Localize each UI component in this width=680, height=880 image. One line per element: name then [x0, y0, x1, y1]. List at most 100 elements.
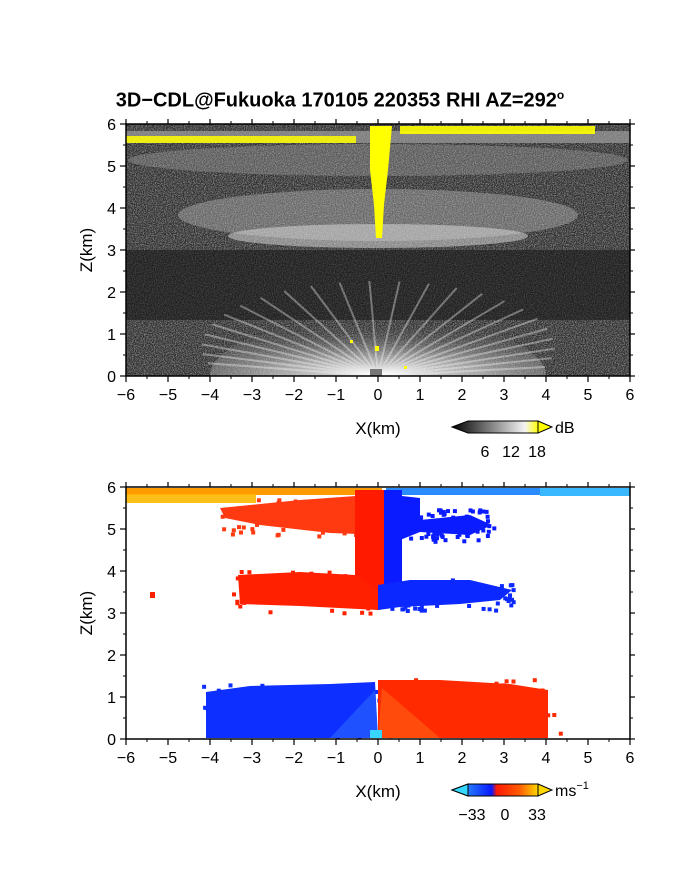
y-tick-label: 4 — [107, 201, 116, 218]
speckle-pixel — [468, 508, 473, 513]
y-tick-label: 1 — [107, 690, 116, 707]
fan-ray — [207, 362, 379, 376]
speckle-pixel — [558, 731, 563, 736]
x-tick-label: −3 — [243, 750, 261, 767]
x-tick-label: −6 — [117, 750, 135, 767]
speckle-pixel — [327, 570, 332, 575]
echo-dot — [350, 340, 353, 343]
speckle-pixel — [235, 601, 240, 606]
speckle-pixel — [485, 514, 490, 519]
x-tick-label: 5 — [584, 750, 593, 767]
speckle-pixel — [418, 516, 423, 521]
speckle-pixel — [487, 607, 492, 612]
speckle-pixel — [405, 609, 410, 613]
fan-ray — [260, 296, 379, 376]
fan-ray — [239, 304, 379, 376]
speckle-pixel — [368, 611, 373, 616]
y-tick-label: 4 — [107, 564, 116, 581]
colorbar-tick: 6 — [481, 444, 490, 461]
speckle-pixel — [426, 512, 431, 517]
speckle-pixel — [220, 514, 225, 519]
chart-title: 3D−CDL@Fukuoka 170105 220353 RHI AZ=292o — [115, 88, 565, 112]
speckle-pixel — [400, 607, 405, 612]
speckle-pixel — [532, 678, 537, 683]
vertical-strong-echo — [370, 126, 392, 238]
speckle-pixel — [495, 601, 500, 606]
x-tick-label: −4 — [201, 750, 219, 767]
speckle-pixel — [255, 522, 259, 527]
speckle-pixel — [426, 532, 431, 536]
x-tick-label: −2 — [285, 387, 303, 404]
x-tick-label: 1 — [416, 750, 425, 767]
fan-ray — [202, 353, 379, 376]
speckle-pixel — [239, 570, 244, 574]
speckle-pixel — [375, 690, 380, 694]
middle-echo-red — [238, 572, 378, 610]
speckle-pixel — [431, 535, 436, 540]
speckle-pixel — [477, 510, 482, 515]
speckle-pixel — [317, 534, 322, 539]
fan-ray — [377, 283, 430, 376]
fan-ray — [377, 293, 483, 376]
x-tick-label: −5 — [159, 387, 177, 404]
speckle-pixel — [239, 530, 243, 535]
speckle-pixel — [256, 498, 261, 503]
colorbar-unit: dB — [555, 420, 575, 437]
speckle-pixel — [504, 679, 509, 684]
speckle-pixel — [417, 607, 422, 611]
y-tick-label: 3 — [107, 606, 116, 623]
x-tick-label: 5 — [584, 387, 593, 404]
speckle-pixel — [432, 531, 437, 536]
speckle-pixel — [441, 510, 446, 514]
speckle-pixel — [511, 588, 516, 593]
speckle-pixel — [485, 534, 490, 538]
column-red — [355, 490, 385, 595]
strong-echo-right — [400, 126, 595, 134]
speckle-pixel — [419, 536, 424, 540]
colorbar-tip — [537, 783, 554, 797]
speckle-pixel — [251, 530, 256, 535]
fan-ray — [377, 337, 554, 376]
speckle-pixel — [419, 605, 424, 610]
speckle-pixel — [476, 538, 481, 543]
x-axis-label: X(km) — [355, 782, 400, 801]
lower-echo-blue-light — [330, 690, 378, 738]
y-tick-label: 6 — [107, 480, 116, 497]
speckle-pixel — [470, 509, 475, 514]
speckle-pixel — [509, 603, 514, 608]
speckle-pixel — [439, 510, 443, 515]
speckle-pixel — [241, 525, 246, 530]
fan-ray — [377, 300, 506, 376]
speckle-pixel — [431, 537, 436, 542]
speckle-pixel — [441, 512, 446, 517]
top-layer-cool — [386, 488, 630, 495]
speckle-pixel — [508, 583, 513, 588]
x-tick-label: 2 — [458, 750, 467, 767]
y-tick-label: 6 — [107, 117, 116, 134]
y-tick-label: 0 — [107, 732, 116, 749]
y-tick-label: 5 — [107, 159, 116, 176]
x-tick-label: −1 — [327, 750, 345, 767]
speckle-pixel — [546, 713, 551, 718]
x-tick-label: 3 — [500, 750, 509, 767]
speckle-pixel — [276, 532, 281, 537]
strong-echo-left — [126, 136, 356, 143]
speckle-pixel — [403, 605, 408, 610]
x-axis-label: X(km) — [355, 419, 400, 438]
colorbar-tip — [537, 420, 554, 434]
speckle-pixel — [228, 683, 233, 688]
x-tick-label: −4 — [201, 387, 219, 404]
speckle-pixel — [507, 595, 512, 599]
lower-echo-blue — [206, 682, 378, 738]
upper-echo-red — [220, 494, 384, 535]
speckle-pixel — [481, 528, 486, 533]
colorbar-tick: −33 — [458, 807, 485, 824]
fan-ray — [310, 285, 379, 376]
echo-dot — [404, 366, 407, 369]
speckle-pixel — [486, 519, 490, 524]
x-tick-label: 4 — [542, 750, 551, 767]
y-tick-label: 0 — [107, 369, 116, 386]
speckle-pixel — [435, 603, 440, 608]
y-tick-label: 5 — [107, 522, 116, 539]
speckle-pixel — [422, 608, 427, 613]
